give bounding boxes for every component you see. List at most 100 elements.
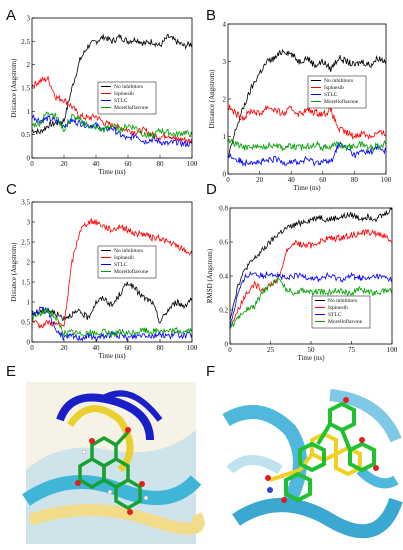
y-tick-label-c: 0.5 [21, 319, 30, 327]
series-line-a-1 [31, 76, 193, 144]
legend-entry-b: STLC [324, 92, 338, 98]
x-tick-label-b: 20 [256, 176, 264, 184]
legend-entry-d: STLC [328, 312, 342, 318]
x-tick-label-a: 60 [125, 160, 133, 168]
x-tick-label-a: 40 [93, 160, 101, 168]
y-tick-label-d: 0.8 [219, 205, 228, 213]
x-axis-label-a: Time (ns) [98, 168, 126, 176]
x-tick-label-c: 100 [187, 344, 198, 352]
series-line-c-0 [31, 281, 193, 324]
chart-b: 0 20 40 60 80 100 0 1 2 3 4 Time (ns) Distance (Angs… [208, 21, 392, 193]
legend-entry-a: Ispinesib [114, 91, 134, 97]
y-tick-label-d: 0.4 [219, 273, 228, 281]
legend-entry-d: Morelloflavone [328, 318, 363, 325]
legend-entry-a: No inhibitors [114, 84, 143, 90]
y-tick-label-d: 0.2 [219, 307, 228, 315]
y-tick-label-c: 0 [27, 339, 31, 347]
legend-entry-c: STLC [114, 262, 128, 268]
y-axis-label-b: Distance (Angstrom) [208, 69, 216, 129]
x-tick-label-c: 80 [157, 344, 165, 352]
series-line-b-3 [227, 138, 387, 152]
legend-d [311, 295, 371, 329]
y-tick-label-c: 2 [27, 259, 31, 267]
y-tick-label-a: 2 [27, 61, 31, 69]
x-tick-label-a: 100 [187, 160, 198, 168]
chart-a: 0 20 40 60 80 100 0 0.5 1 1.5 2 2.5 3 Time (ns) Distan… [10, 15, 198, 177]
y-tick-label-c: 1 [27, 299, 31, 307]
y-tick-label-b: 1 [223, 133, 227, 141]
legend-c [97, 245, 157, 279]
y-axis-label-c: Distance (Angstrom) [10, 242, 18, 302]
plot-frame-c [31, 201, 193, 343]
x-tick-label-a: 20 [61, 160, 69, 168]
y-tick-label-b: 2 [223, 96, 227, 104]
y-axis-label-a: Distance (Angstrom) [10, 58, 18, 118]
legend-b [307, 75, 367, 109]
legend-entry-d: Ispinesib [328, 305, 348, 311]
x-tick-label-d: 0 [228, 346, 232, 354]
legend-entry-c: Morelloflavone [114, 268, 149, 275]
legend-entry-b: Morelloflavone [324, 98, 359, 105]
panel-label-e: E [6, 363, 16, 380]
y-tick-label-b: 0 [223, 171, 227, 179]
x-tick-label-c: 40 [93, 344, 101, 352]
x-tick-label-d: 75 [348, 346, 356, 354]
x-tick-label-c: 60 [125, 344, 133, 352]
y-tick-label-b: 3 [223, 58, 227, 66]
chart-c: 0 20 40 60 80 100 0 0.5 1 1.5 2 2.5 3 3.5 Time (ns) Dis… [10, 199, 198, 361]
x-axis-label-d: Time (ns) [297, 354, 325, 362]
x-tick-label-a: 80 [157, 160, 165, 168]
series-line-b-1 [227, 104, 387, 141]
legend-a [97, 81, 157, 115]
panel-label-b: B [206, 7, 216, 24]
x-tick-label-d: 25 [267, 346, 275, 354]
y-tick-label-d: 0 [225, 341, 229, 349]
legend-entry-a: Morelloflavone [114, 104, 149, 111]
series-line-c-3 [31, 308, 193, 339]
y-tick-label-a: 1.5 [21, 85, 30, 93]
legend-entry-b: No inhibitors [324, 78, 353, 84]
series-line-b-0 [227, 48, 387, 158]
panel-label-d: D [206, 181, 217, 198]
x-tick-label-b: 80 [351, 176, 359, 184]
molecular-render-f [222, 382, 403, 544]
legend-entry-d: No inhibitors [328, 298, 357, 304]
y-tick-label-a: 0.5 [21, 131, 30, 139]
x-tick-label-c: 20 [61, 344, 69, 352]
series-line-c-2 [31, 306, 193, 343]
panel-label-f: F [206, 363, 215, 380]
x-tick-label-c: 0 [30, 344, 34, 352]
panel-label-c: C [6, 181, 17, 198]
y-tick-label-a: 2.5 [21, 38, 30, 46]
x-tick-label-b: 60 [319, 176, 327, 184]
x-tick-label-d: 50 [308, 346, 316, 354]
series-line-d-0 [229, 207, 393, 321]
y-tick-label-c: 1.5 [21, 279, 30, 287]
series-line-d-2 [229, 270, 393, 330]
y-tick-label-a: 0 [27, 155, 31, 163]
series-line-d-1 [229, 228, 393, 327]
series-line-b-2 [227, 141, 387, 168]
chart-d: 0 25 50 75 100 0 0.2 0.4 0.6 0.8 Time (ns) RMSD (An… [206, 205, 398, 363]
legend-entry-c: Ispinesib [114, 255, 134, 261]
y-tick-label-a: 1 [27, 108, 31, 116]
x-axis-label-c: Time (ns) [98, 352, 126, 360]
x-axis-label-b: Time (ns) [293, 184, 321, 192]
y-tick-label-c: 3.5 [21, 199, 30, 207]
legend-entry-a: STLC [114, 98, 128, 104]
molecular-render-e [22, 382, 205, 544]
series-line-d-3 [229, 276, 393, 329]
y-tick-label-a: 3 [27, 15, 31, 23]
x-tick-label-a: 0 [30, 160, 34, 168]
x-tick-label-b: 40 [288, 176, 296, 184]
legend-entry-b: Ispinesib [324, 85, 344, 91]
legend-entry-c: No inhibitors [114, 248, 143, 254]
x-tick-label-d: 100 [387, 346, 398, 354]
y-tick-label-c: 2.5 [21, 239, 30, 247]
y-tick-label-b: 4 [223, 21, 227, 29]
panel-label-a: A [6, 7, 16, 24]
x-tick-label-b: 100 [381, 176, 392, 184]
series-line-c-1 [31, 217, 193, 329]
